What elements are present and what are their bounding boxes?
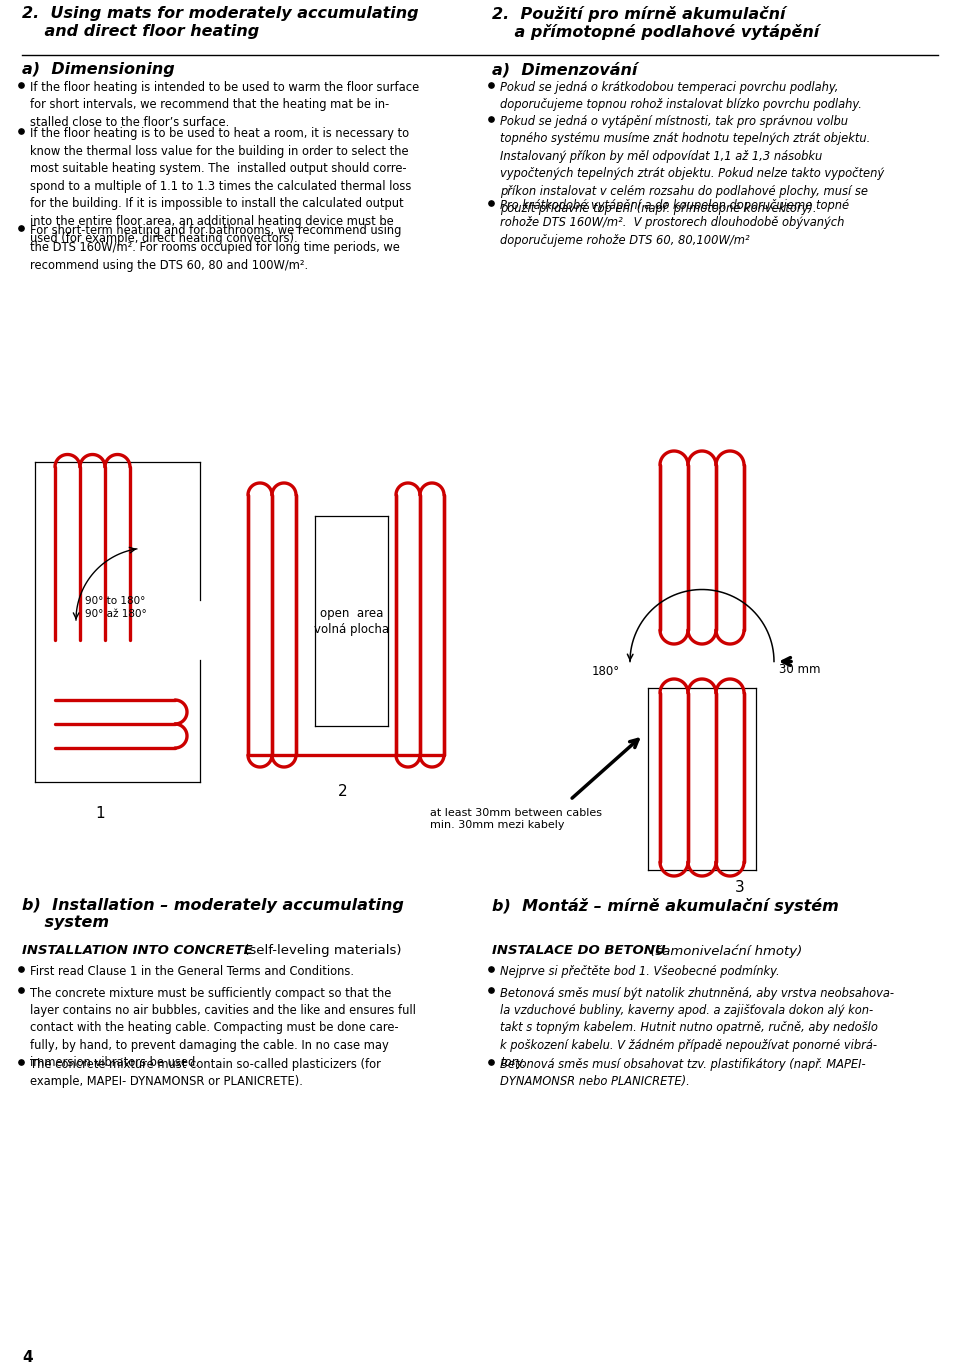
Text: Pokud se jedná o vytápění místnosti, tak pro správnou volbu
topného systému musí: Pokud se jedná o vytápění místnosti, tak… [500,114,884,215]
Text: The concrete mixture must be sufficiently compact so that the
layer contains no : The concrete mixture must be sufficientl… [30,986,416,1069]
Text: open  area: open area [320,607,383,621]
Text: First read Clause 1 in the General Terms and Conditions.: First read Clause 1 in the General Terms… [30,966,354,978]
Text: Betonová směs musí obsahovat tzv. plastifikátory (např. MAPEI-
DYNAMONSR nebo PL: Betonová směs musí obsahovat tzv. plasti… [500,1058,866,1088]
Text: For short-term heating and for bathrooms, we recommend using
the DTS 160W/m². Fo: For short-term heating and for bathrooms… [30,223,401,272]
Text: system: system [22,915,109,930]
Text: 180°: 180° [592,665,620,678]
Text: a)  Dimensioning: a) Dimensioning [22,63,175,78]
Text: INSTALACE DO BETONU: INSTALACE DO BETONU [492,944,665,957]
Text: 90° to 180°: 90° to 180° [85,597,145,606]
Text: 2.  Using mats for moderately accumulating: 2. Using mats for moderately accumulatin… [22,5,419,20]
Text: The concrete mixture must contain so-called plasticizers (for
example, MAPEI- DY: The concrete mixture must contain so-cal… [30,1058,381,1088]
Text: 30 mm: 30 mm [779,663,821,676]
Text: 1: 1 [95,806,105,821]
Text: If the floor heating is to be used to heat a room, it is necessary to
know the t: If the floor heating is to be used to he… [30,128,412,245]
Text: a přímotopné podlahové vytápění: a přímotopné podlahové vytápění [492,25,819,39]
Text: INSTALLATION INTO CONCRETE: INSTALLATION INTO CONCRETE [22,944,252,957]
Text: Pokud se jedná o krátkodobou temperaci povrchu podlahy,
doporučujeme topnou roho: Pokud se jedná o krátkodobou temperaci p… [500,80,862,112]
Text: b)  Montáž – mírně akumulační systém: b) Montáž – mírně akumulační systém [492,898,839,914]
Text: b)  Installation – moderately accumulating: b) Installation – moderately accumulatin… [22,898,404,913]
Text: a)  Dimenzování: a) Dimenzování [492,63,637,78]
Text: Pro krátkodobé vytápění a do koupelen doporučujeme topné
rohože DTS 160W/m².  V : Pro krátkodobé vytápění a do koupelen do… [500,199,850,247]
Text: 2.  Použití pro mírně akumulační: 2. Použití pro mírně akumulační [492,5,785,22]
Text: at least 30mm between cables: at least 30mm between cables [430,808,602,819]
Text: and direct floor heating: and direct floor heating [22,25,259,39]
Text: 90° až 180°: 90° až 180° [85,609,147,618]
Text: Nejprve si přečtěte bod 1. Všeobecné podmínky.: Nejprve si přečtěte bod 1. Všeobecné pod… [500,966,780,978]
Text: (self-leveling materials): (self-leveling materials) [240,944,401,957]
Text: min. 30mm mezi kabely: min. 30mm mezi kabely [430,820,564,829]
Text: 2: 2 [338,785,348,799]
Text: If the floor heating is intended to be used to warm the floor surface
for short : If the floor heating is intended to be u… [30,80,420,129]
Text: 4: 4 [22,1350,33,1362]
Text: Betonová směs musí být natolik zhutnněná, aby vrstva neobsahova-
la vzduchové bu: Betonová směs musí být natolik zhutnněná… [500,986,894,1069]
Text: 3: 3 [735,880,745,895]
Text: (šamonivelaćní hmoty): (šamonivelaćní hmoty) [646,944,803,957]
Text: volná plocha: volná plocha [314,624,389,636]
